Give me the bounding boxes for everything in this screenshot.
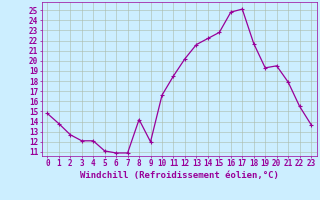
X-axis label: Windchill (Refroidissement éolien,°C): Windchill (Refroidissement éolien,°C): [80, 171, 279, 180]
